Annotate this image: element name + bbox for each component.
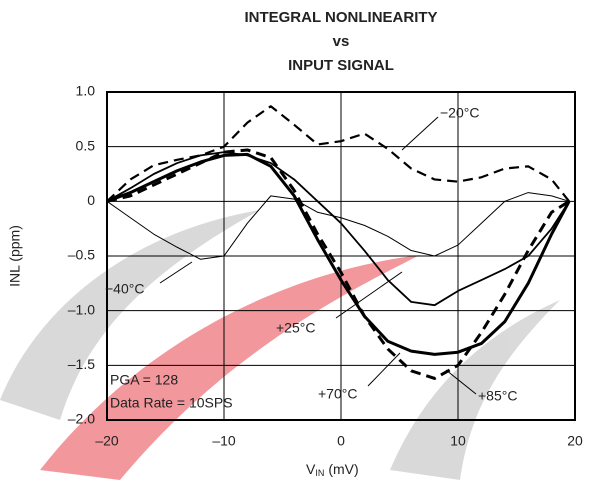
y-tick-label: –2.0 [68, 411, 95, 427]
series-label: −20°C [440, 105, 479, 121]
series-line [106, 192, 570, 260]
x-axis-label-unit: (mV) [328, 461, 358, 477]
series-label: +85°C [478, 388, 517, 404]
series-line [106, 105, 571, 203]
y-tick-label: 0.5 [76, 137, 96, 153]
series-label: +25°C [276, 320, 315, 336]
series-line [106, 152, 571, 356]
chart-title: vs [333, 33, 350, 50]
x-tick-label: –20 [95, 433, 119, 449]
annotation: Data Rate = 10SPS [110, 395, 233, 411]
y-tick-label: 1.0 [76, 83, 96, 99]
watermark [0, 210, 560, 480]
chart-title: INPUT SIGNAL [288, 57, 394, 74]
series-label: −40°C [105, 281, 144, 297]
x-axis-label-main: V [306, 461, 316, 477]
x-tick-label: 0 [337, 433, 345, 449]
annotation: PGA = 128 [110, 372, 178, 388]
x-tick-label: 20 [567, 433, 583, 449]
y-tick-label: –0.5 [68, 247, 95, 263]
y-tick-label: 0 [87, 192, 95, 208]
x-axis-label-sub: IN [315, 468, 324, 478]
chart-title: INTEGRAL NONLINEARITY [244, 9, 437, 26]
series-line [106, 148, 570, 380]
series-label: +70°C [318, 386, 357, 402]
y-tick-label: –1.0 [68, 301, 95, 317]
y-axis-label: INL (ppm) [7, 225, 23, 287]
x-tick-label: 10 [450, 433, 466, 449]
x-tick-label: –10 [212, 433, 236, 449]
arrows [159, 116, 477, 395]
series-line [106, 151, 570, 307]
plot-frame [106, 91, 576, 421]
y-tick-label: –1.5 [68, 356, 95, 372]
x-axis-label: VIN (mV) [306, 461, 359, 479]
